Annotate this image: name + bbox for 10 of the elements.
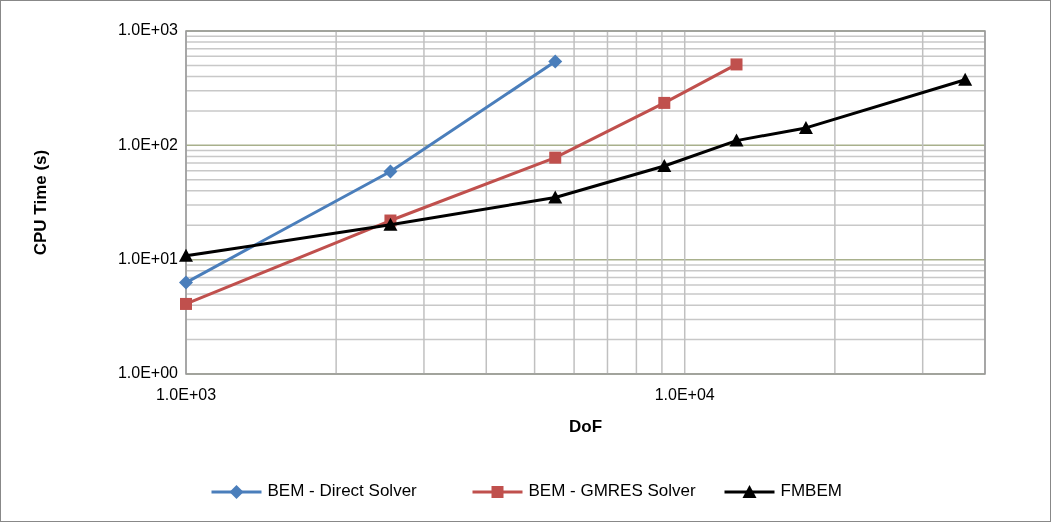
legend-label: BEM - Direct Solver [267, 481, 418, 501]
legend-label: BEM - GMRES Solver [528, 481, 697, 501]
y-tick-label: 1.0E+03 [117, 21, 179, 39]
y-axis-title: CPU Time (s) [31, 149, 50, 256]
y-tick-label: 1.0E+00 [117, 364, 179, 382]
legend-label: FMBEM [780, 481, 842, 501]
y-tick-label: 1.0E+01 [117, 249, 179, 267]
x-axis-title: DoF [568, 417, 603, 436]
y-tick-label: 1.0E+02 [117, 135, 179, 153]
x-tick-label: 1.0E+04 [654, 386, 715, 403]
